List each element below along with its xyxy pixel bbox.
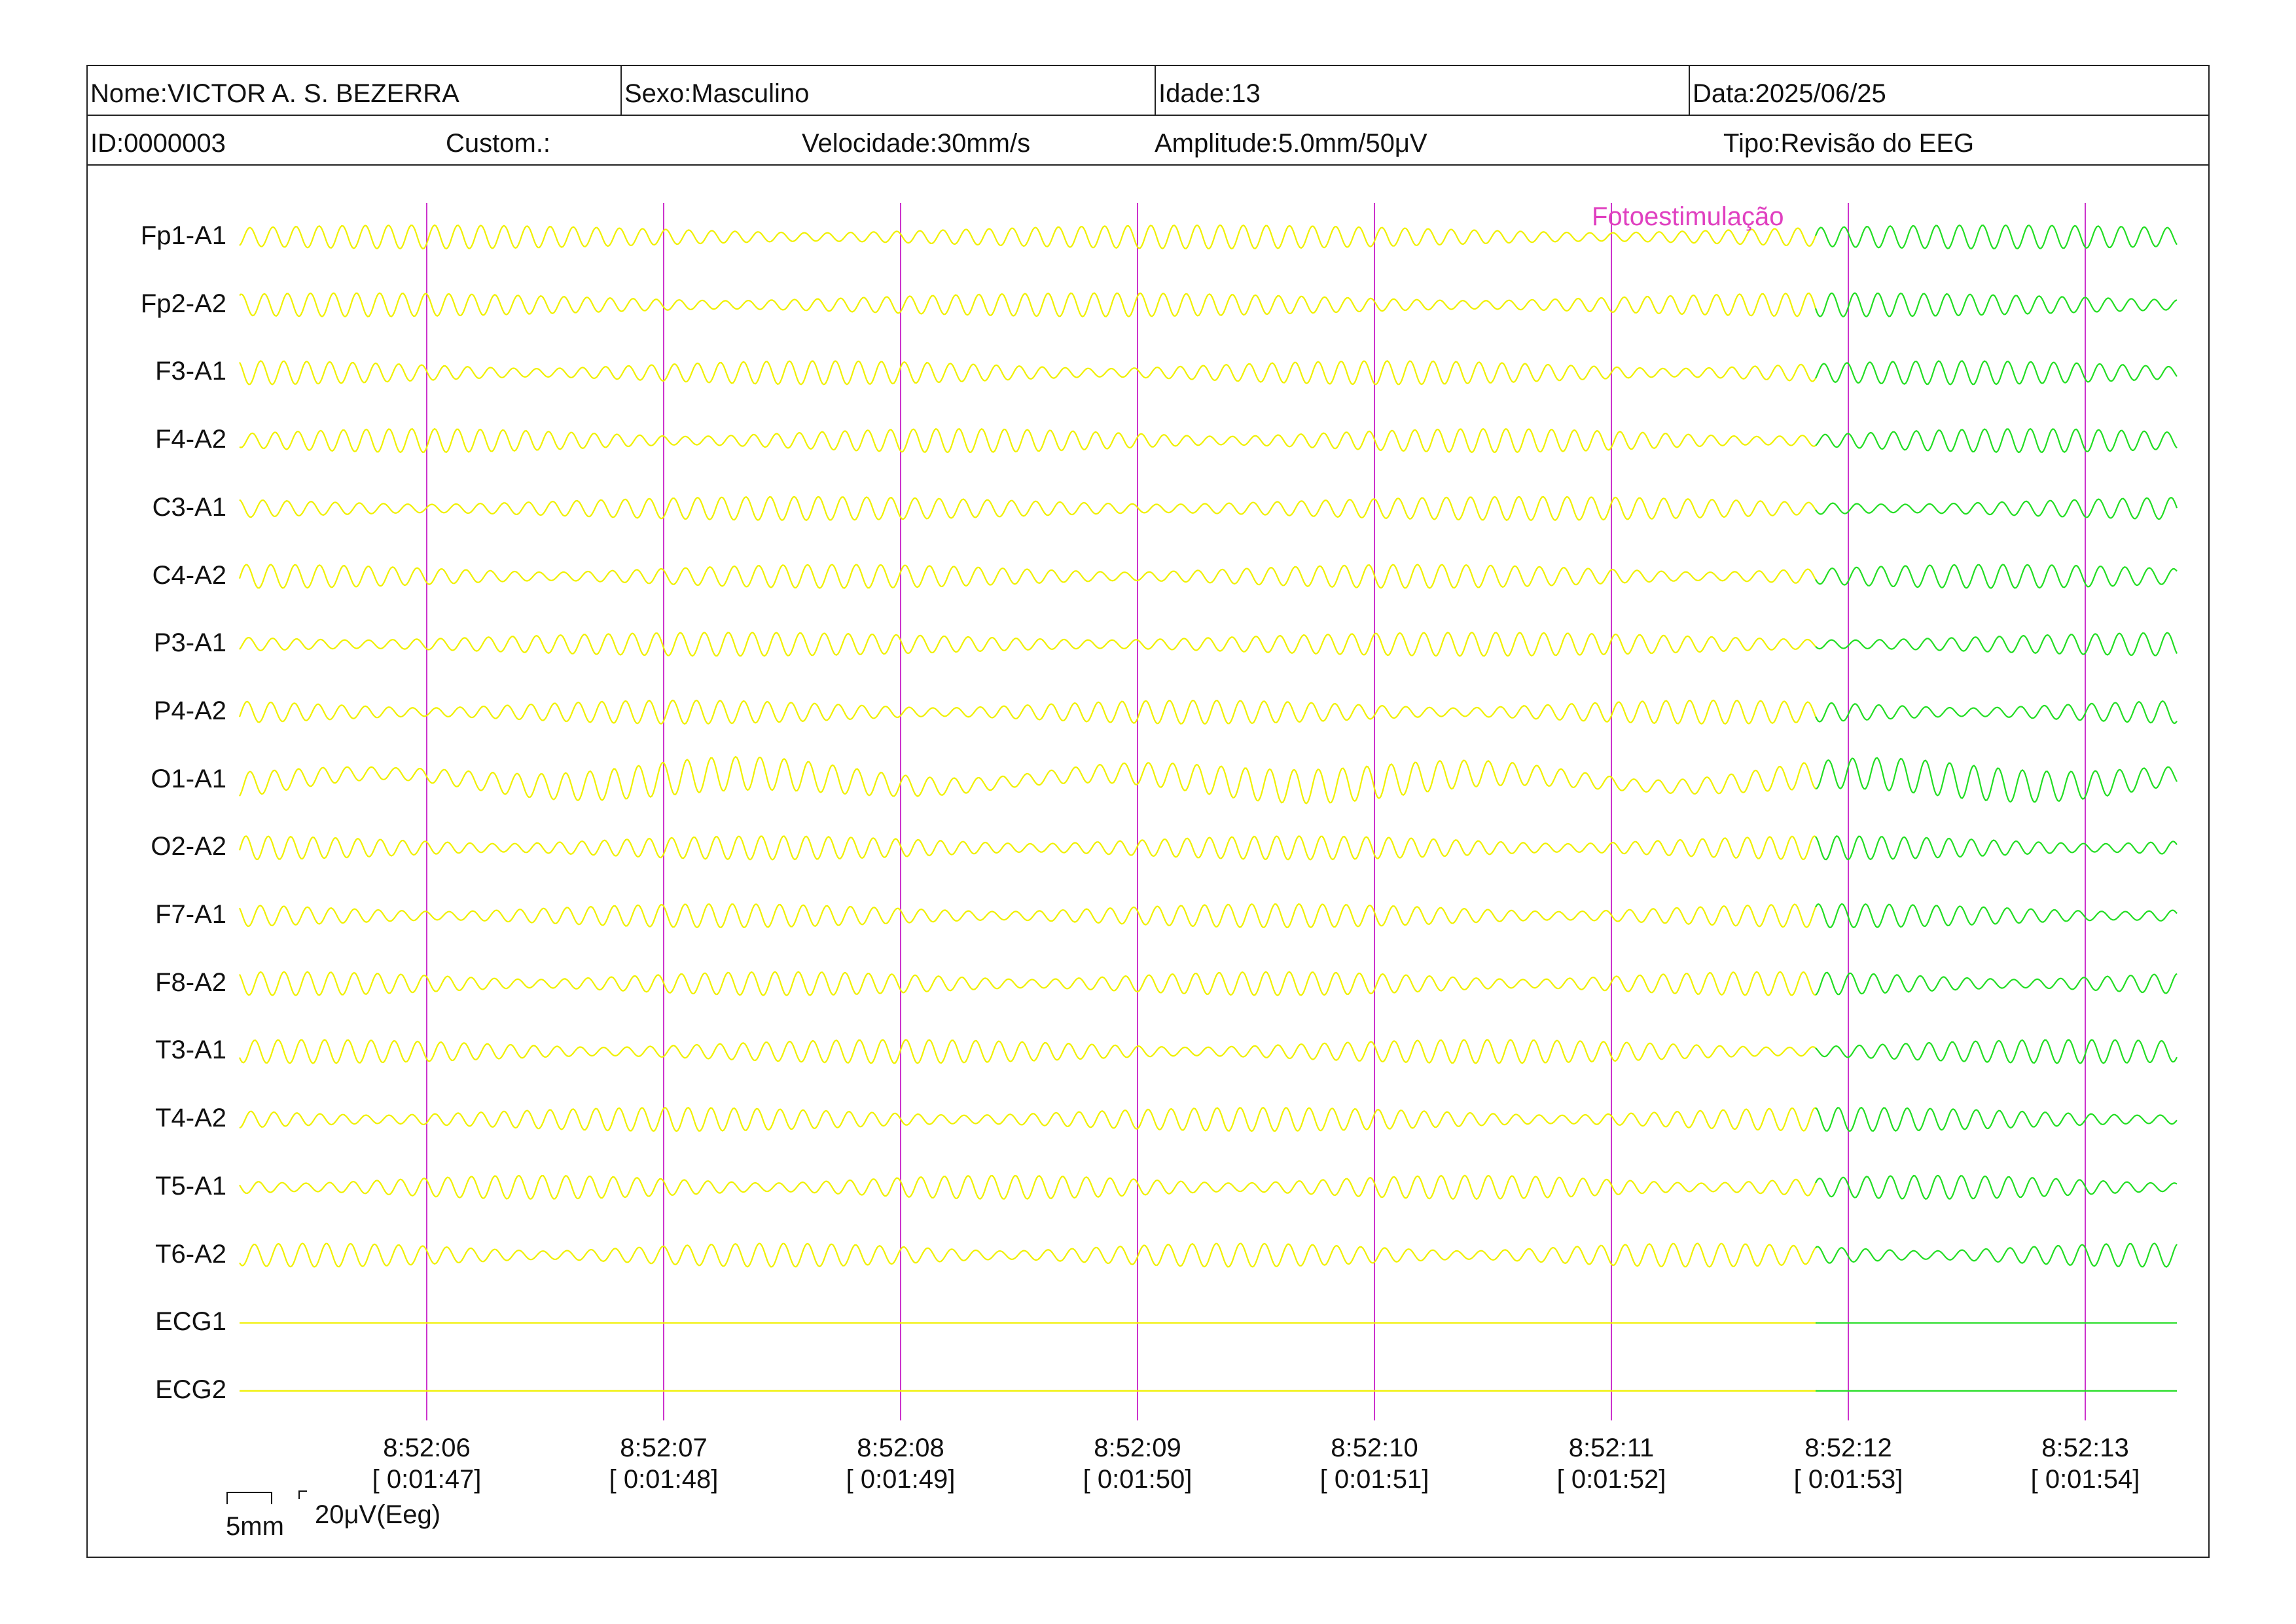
time-tick-clock: 8:52:12 [1804,1434,1892,1462]
channel-label: ECG2 [155,1375,226,1404]
channel-label: P3-A1 [153,628,226,658]
patient-name: Nome:VICTOR A. S. BEZERRA [90,79,459,108]
eeg-trace-o2-a2 [238,835,1818,861]
time-tick-label: 8:52:11 [ 0:01:52] [1526,1432,1696,1495]
channel-label: ECG1 [155,1307,226,1337]
eeg-traces [238,224,2178,1392]
eeg-trace-photostim-t3-a1 [1815,1039,2178,1064]
channel-label: T5-A1 [155,1171,226,1200]
eeg-trace-photostim-f8-a2 [1815,971,2178,996]
time-tick-clock: 8:52:11 [1568,1434,1655,1462]
eeg-trace-o1-a1 [239,755,1818,804]
eeg-trace-photostim-c3-a1 [1815,497,2178,520]
eeg-trace-photostim-f7-a1 [1815,903,2178,929]
channel-label: T6-A2 [155,1239,226,1269]
header-row-1: Nome:VICTOR A. S. BEZERRA Sexo:Masculino… [88,66,2208,116]
channel-label: C4-A2 [152,560,226,590]
eeg-trace-f3-a1 [239,360,1818,386]
scale-uv: 20μV(Eeg) [315,1500,441,1529]
patient-sex: Sexo:Masculino [620,66,1155,115]
time-tick-label: 8:52:12 [ 0:01:53] [1763,1432,1933,1495]
channel-label: T3-A1 [155,1036,226,1065]
channel-label: Fp1-A1 [140,221,226,250]
eeg-trace-t4-a2 [239,1106,1818,1132]
time-tick-clock: 8:52:10 [1331,1434,1418,1462]
eeg-trace-f4-a2 [239,427,1818,454]
time-tick-clock: 8:52:07 [620,1434,708,1462]
time-tick-clock: 8:52:06 [383,1434,471,1462]
speed-setting: Velocidade:30mm/s [802,129,1031,158]
eeg-trace-f7-a1 [238,903,1818,929]
channel-label: T4-A2 [155,1104,226,1133]
time-tick-label: 8:52:10 [ 0:01:51] [1289,1432,1460,1495]
channel-label: F4-A2 [155,425,226,454]
time-tick-label: 8:52:08 [ 0:01:49] [816,1432,986,1495]
eeg-trace-photostim-c4-a2 [1815,564,2178,589]
time-tick-clock: 8:52:13 [2041,1434,2129,1462]
channel-label: F8-A2 [155,967,226,997]
time-tick-elapsed: [ 0:01:48] [609,1465,719,1494]
eeg-trace-photostim-p3-a1 [1815,632,2178,657]
time-tick-label: 8:52:13 [ 0:01:54] [2000,1432,2170,1495]
eeg-trace-photostim-f3-a1 [1815,360,2178,386]
eeg-trace-t6-a2 [239,1242,1818,1268]
eeg-trace-t3-a1 [238,1039,1818,1064]
scale-bracket-icon [226,1490,307,1504]
time-tick-clock: 8:52:09 [1094,1434,1181,1462]
time-tick-label: 8:52:07 [ 0:01:48] [579,1432,749,1495]
channel-label: P4-A2 [153,696,226,725]
eeg-trace-f8-a2 [239,971,1818,996]
eeg-trace-photostim-t6-a2 [1815,1242,2178,1268]
time-tick-elapsed: [ 0:01:49] [846,1465,956,1494]
channel-label: F7-A1 [155,900,226,929]
channel-label: F3-A1 [155,357,226,386]
eeg-trace-photostim-f4-a2 [1815,427,2178,454]
eeg-trace-t5-a1 [239,1174,1818,1200]
eeg-trace-fp2-a2 [239,292,1818,317]
eeg-trace-c3-a1 [239,496,1818,522]
eeg-trace-c4-a2 [238,564,1818,589]
eeg-trace-photostim-o2-a2 [1815,835,2178,861]
time-tick-elapsed: [ 0:01:54] [2030,1465,2140,1494]
time-markers [426,203,2086,1420]
report-frame: Nome:VICTOR A. S. BEZERRA Sexo:Masculino… [86,65,2210,1558]
channel-label: C3-A1 [152,492,226,522]
eeg-trace-photostim-fp1-a1 [1814,224,2178,250]
channel-label: Fp2-A2 [140,289,226,318]
custom-field: Custom.: [446,129,551,158]
scale-mm: 5mm [226,1512,284,1541]
amplitude-setting: Amplitude:5.0mm/50μV [1155,129,1427,158]
patient-age: Idade:13 [1155,66,1689,115]
time-tick-elapsed: [ 0:01:53] [1793,1465,1903,1494]
record-date: Data:2025/06/25 [1689,66,2208,115]
eeg-trace-photostim-t4-a2 [1815,1106,2178,1132]
eeg-trace-p3-a1 [239,632,1818,657]
time-tick-clock: 8:52:08 [857,1434,944,1462]
time-tick-elapsed: [ 0:01:51] [1319,1465,1429,1494]
time-tick-elapsed: [ 0:01:52] [1556,1465,1666,1494]
record-id: ID:0000003 [90,129,226,158]
time-tick-label: 8:52:09 [ 0:01:50] [1052,1432,1223,1495]
channel-label: O1-A1 [151,764,226,793]
eeg-trace-photostim-fp2-a2 [1814,292,2178,317]
eeg-trace-photostim-t5-a1 [1815,1174,2178,1200]
channel-label: O2-A2 [151,832,226,861]
time-tick-elapsed: [ 0:01:47] [372,1465,482,1494]
header-row-2: ID:0000003 Custom.: Velocidade:30mm/s Am… [88,116,2208,166]
eeg-trace-fp1-a1 [239,224,1818,250]
time-tick-label: 8:52:06 [ 0:01:47] [342,1432,512,1495]
eeg-trace-photostim-p4-a2 [1815,700,2178,725]
photostimulation-label: Fotoestimulação [1592,202,1784,231]
eeg-trace-photostim-o1-a1 [1815,757,2178,803]
review-type: Tipo:Revisão do EEG [1723,129,1975,158]
time-tick-elapsed: [ 0:01:50] [1083,1465,1193,1494]
eeg-trace-p4-a2 [238,699,1818,725]
